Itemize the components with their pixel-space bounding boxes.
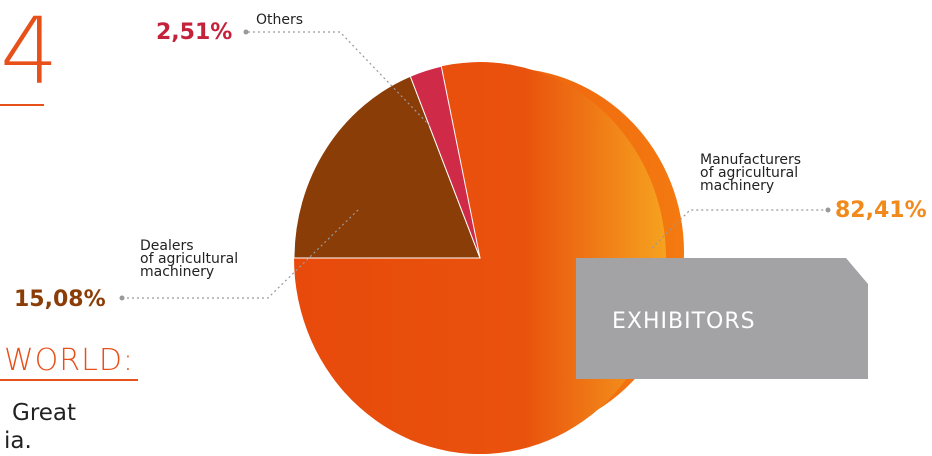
world-underline xyxy=(0,379,138,381)
chart-title-box: EXHIBITORS xyxy=(576,258,868,379)
category-label-manufacturers: Manufacturers of agricultural machinery xyxy=(700,152,801,194)
chart-title-panel xyxy=(576,258,868,379)
partial-heading-world: WORLD: xyxy=(4,343,135,378)
chart-title: EXHIBITORS xyxy=(612,309,756,334)
leader-dot-others xyxy=(243,29,249,35)
category-label-line: machinery xyxy=(700,178,774,194)
pct-label-manufacturers: 82,41% xyxy=(835,198,927,223)
pie-slice-dealers xyxy=(293,75,481,259)
category-label-line: of agricultural xyxy=(140,251,238,267)
category-label-line: of agricultural xyxy=(700,165,798,181)
partial-heading-number: 4 xyxy=(0,0,59,105)
category-label-line: Manufacturers xyxy=(700,152,801,168)
heading-underline xyxy=(0,104,44,106)
partial-text-line-2: ia. xyxy=(4,428,32,454)
category-label-line: machinery xyxy=(140,264,214,280)
leader-dot-dealers xyxy=(119,295,125,301)
partial-text-line-1: Great xyxy=(12,400,77,426)
category-label-others: Others xyxy=(256,12,303,28)
slice-labels: 82,41%Manufacturers of agricultural machin… xyxy=(14,12,927,312)
leader-line-dealers xyxy=(122,207,361,299)
category-label-dealers: Dealers of agricultural machinery xyxy=(140,238,238,280)
pie-slice-others xyxy=(409,65,481,259)
leader-dot-manufacturers xyxy=(825,207,831,213)
pie-slices xyxy=(293,62,666,455)
pct-label-others: 2,51% xyxy=(156,20,232,45)
category-label-line: Others xyxy=(256,12,303,28)
leader-line-others xyxy=(248,31,433,129)
leader-lines xyxy=(119,29,831,301)
pct-label-dealers: 15,08% xyxy=(14,287,106,312)
category-label-line: Dealers xyxy=(140,238,194,254)
